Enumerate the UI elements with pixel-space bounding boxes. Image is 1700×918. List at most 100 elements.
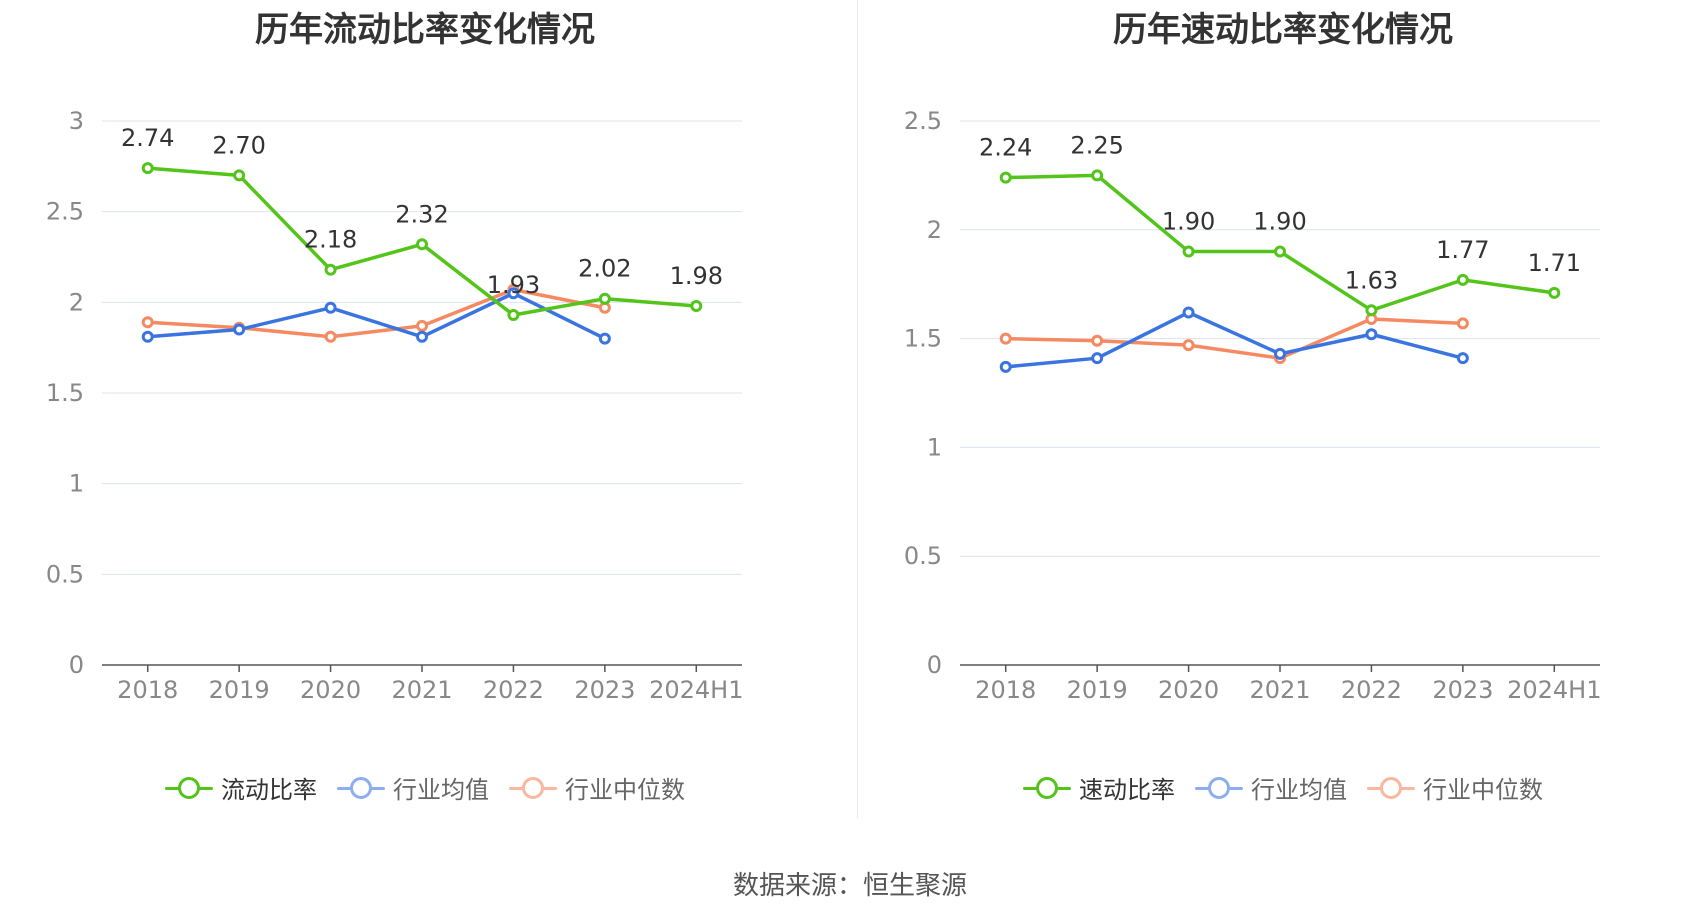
- data-point-main: [999, 171, 1012, 184]
- data-label: 2.18: [304, 226, 357, 254]
- data-point-median: [141, 316, 154, 329]
- data-label: 2.24: [979, 134, 1032, 162]
- panel-divider: [857, 0, 858, 818]
- data-point-main: [141, 162, 154, 175]
- data-point-median: [1182, 339, 1195, 352]
- legend-item-current-ratio[interactable]: 流动比率: [165, 770, 317, 805]
- y-tick-label: 1.5: [904, 325, 942, 353]
- data-point-main: [598, 292, 611, 305]
- data-point-main: [1182, 245, 1195, 258]
- series-line-median: [147, 287, 606, 339]
- legend-label: 流动比率: [221, 776, 317, 804]
- y-tick-label: 0.5: [46, 560, 84, 588]
- data-point-main: [1548, 286, 1561, 299]
- data-label: 2.25: [1070, 131, 1123, 159]
- data-label: 1.90: [1162, 208, 1215, 236]
- data-point-median: [324, 330, 337, 343]
- data-point-main: [233, 169, 246, 182]
- y-tick-label: 2.5: [46, 198, 84, 226]
- data-label: 1.98: [670, 262, 723, 290]
- x-tick-label: 2019: [209, 676, 270, 704]
- data-label: 2.32: [395, 200, 448, 228]
- legend: 流动比率 行业均值 行业中位数: [0, 770, 850, 805]
- legend-item-industry-median[interactable]: 行业中位数: [1367, 770, 1543, 805]
- legend-marker-icon: [1023, 776, 1071, 799]
- data-point-avg: [999, 360, 1012, 373]
- data-point-main: [416, 238, 428, 251]
- x-tick-label: 2024H1: [649, 676, 743, 704]
- x-tick-label: 2018: [975, 676, 1036, 704]
- data-label: 1.77: [1436, 236, 1489, 264]
- data-label: 1.71: [1528, 249, 1581, 277]
- y-tick-label: 1: [69, 470, 84, 498]
- plot-area: 0 0.5 1 1.5 2 2.5 2018 2019 2020 2021 2022 2023 2024…: [904, 107, 1602, 704]
- legend-item-quick-ratio[interactable]: 速动比率: [1023, 770, 1175, 805]
- data-point-avg: [598, 332, 611, 345]
- data-label: 2.02: [578, 255, 631, 283]
- data-point-main: [1456, 273, 1469, 286]
- x-tick-label: 2019: [1067, 676, 1128, 704]
- data-label: 1.90: [1253, 208, 1306, 236]
- legend-item-industry-average[interactable]: 行业均值: [337, 770, 489, 805]
- x-tick-label: 2023: [1432, 676, 1493, 704]
- data-label: 2.70: [212, 131, 265, 159]
- x-tick-label: 2023: [574, 676, 635, 704]
- legend-marker-icon: [509, 776, 557, 799]
- chart-title: 历年流动比率变化情况: [255, 10, 595, 50]
- x-tick-label: 2020: [300, 676, 361, 704]
- data-label: 1.93: [487, 271, 540, 299]
- x-tick-label: 2024H1: [1507, 676, 1601, 704]
- quick-ratio-chart: 历年速动比率变化情况 0 0.5 1 1.5 2 2.5 2018 2019 2020 2021 2…: [858, 0, 1700, 830]
- legend-item-industry-average[interactable]: 行业均值: [1195, 770, 1347, 805]
- series-line-avg: [1005, 310, 1464, 369]
- legend-marker-icon: [165, 776, 213, 799]
- y-tick-label: 2: [927, 216, 942, 244]
- y-tick-label: 2: [69, 288, 84, 316]
- legend-marker-icon: [1195, 776, 1243, 799]
- y-tick-label: 3: [69, 107, 84, 135]
- x-tick-label: 2022: [483, 676, 544, 704]
- data-label: 2.74: [121, 124, 174, 152]
- legend-label: 行业中位数: [1423, 776, 1543, 804]
- y-tick-label: 1: [927, 433, 942, 461]
- y-tick-label: 2.5: [904, 107, 942, 135]
- legend-label: 行业均值: [1251, 776, 1347, 804]
- legend-label: 行业中位数: [565, 776, 685, 804]
- data-point-avg: [1091, 352, 1104, 365]
- data-point-median: [416, 319, 428, 332]
- data-point-avg: [324, 301, 337, 314]
- legend-item-industry-median[interactable]: 行业中位数: [509, 770, 685, 805]
- data-point-main: [1274, 245, 1286, 258]
- y-tick-label: 0.5: [904, 542, 942, 570]
- x-tick-label: 2022: [1341, 676, 1402, 704]
- data-label: 1.63: [1345, 266, 1398, 294]
- data-point-main: [507, 309, 520, 322]
- y-tick-label: 0: [69, 651, 84, 679]
- data-point-median: [1456, 317, 1469, 330]
- data-point-avg: [416, 330, 428, 343]
- data-point-main: [1091, 169, 1104, 182]
- data-point-avg: [1274, 347, 1286, 360]
- legend-marker-icon: [1367, 776, 1415, 799]
- legend-marker-icon: [337, 776, 385, 799]
- x-tick-label: 2021: [1249, 676, 1310, 704]
- legend: 速动比率 行业均值 行业中位数: [858, 770, 1700, 805]
- legend-label: 行业均值: [393, 776, 489, 804]
- y-tick-label: 1.5: [46, 379, 84, 407]
- data-point-median: [1091, 334, 1104, 347]
- data-point-avg: [233, 323, 246, 336]
- legend-label: 速动比率: [1079, 776, 1175, 804]
- chart-title: 历年速动比率变化情况: [1113, 10, 1453, 50]
- data-point-avg: [507, 287, 520, 300]
- series-line-avg: [147, 291, 606, 341]
- data-point-avg: [141, 330, 154, 343]
- data-point-avg: [1456, 352, 1469, 365]
- data-point-median: [999, 332, 1012, 345]
- current-ratio-chart: 历年流动比率变化情况 0 0.5 1 1.5 2 2.5 3 2018 2019 2020 2021…: [0, 0, 850, 830]
- data-point-avg: [1365, 328, 1378, 341]
- data-point-main: [690, 299, 703, 312]
- plot-area: 0 0.5 1 1.5 2 2.5 3 2018 2019 2020 2021 2022 2023 202…: [46, 107, 744, 704]
- y-tick-label: 0: [927, 651, 942, 679]
- data-point-main: [1365, 304, 1378, 317]
- data-source-note: 数据来源：恒生聚源: [732, 871, 967, 901]
